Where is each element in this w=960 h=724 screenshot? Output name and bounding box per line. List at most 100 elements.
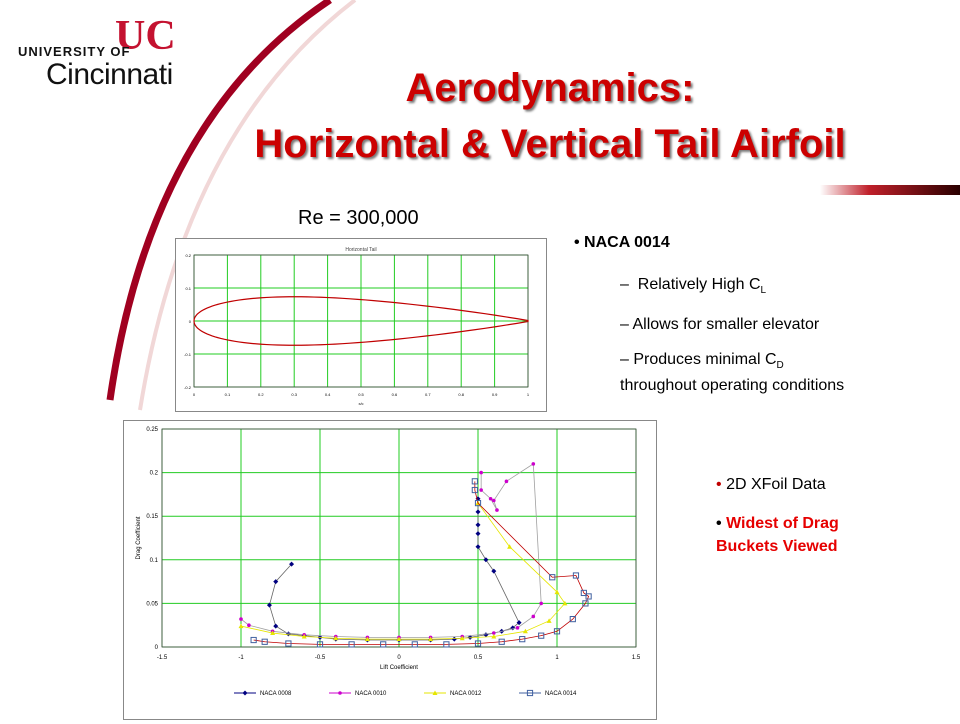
drag-x-tick-label: 1.5 [632,655,641,661]
drag-point-3 [471,486,478,494]
drag-x-tick-label: -1 [238,655,244,661]
drag-series-line-3 [253,481,590,645]
airfoil-x-tick-label: 0.4 [325,392,331,397]
drag-point-2 [301,634,307,639]
drag-point-0 [285,631,291,637]
drag-x-tick-label: 0 [397,655,401,661]
bullet-widest: • Widest of Drag Buckets Viewed [716,515,839,555]
drag-point-1 [492,498,496,503]
drag-series-line-0 [269,498,520,641]
subbullet-high-cl: – Relatively High CL [620,276,767,297]
drag-point-1 [488,496,493,501]
drag-point-3 [580,589,587,597]
drag-point-3 [250,636,257,644]
drag-point-3 [471,478,478,485]
drag-point-0 [516,620,522,626]
drag-point-3 [285,640,292,647]
drag-point-3 [474,640,482,647]
drag-point-3 [380,641,387,648]
drag-point-2 [459,635,465,641]
drag-legend-marker [338,691,342,695]
drag-point-0 [273,623,279,629]
airfoil-x-tick-label: 0.3 [291,392,297,397]
drag-y-tick-label: 0.15 [146,514,158,520]
drag-x-tick-label: 0.5 [474,655,483,661]
drag-point-3 [474,500,482,507]
logo-university-of: UNIVERSITY OF [18,44,131,59]
light-arc [138,0,357,411]
drag-plot-frame [161,428,637,648]
subscript-l: L [760,285,767,297]
airfoil-y-tick-label: -0.2 [184,385,192,390]
drag-point-3 [572,572,580,579]
drag-point-1 [239,617,243,621]
subbullet-elevator: – Allows for smaller elevator [620,316,820,333]
drag-point-1 [515,626,520,630]
drag-point-3 [538,632,545,639]
drag-point-1 [531,614,536,619]
drag-point-1 [539,601,543,606]
logo-cincinnati: Cincinnati [46,58,173,91]
drag-y-tick-label: 0.25 [146,427,158,433]
airfoil-x-tick-label: 0.9 [492,392,498,397]
drag-point-1 [479,488,483,492]
airfoil-x-axis-label: x/c [358,401,363,406]
slide-title-line2: Horizontal & Vertical Tail Airfoil [254,122,846,166]
drag-x-tick-label: -0.5 [315,655,326,661]
drag-y-tick-label: 0.1 [150,558,159,564]
uc-logo-mark: UC [115,13,176,59]
drag-point-0 [491,568,497,574]
drag-point-2 [507,544,513,549]
drag-point-2 [238,623,244,629]
drag-point-1 [247,623,251,627]
subbullet-high-cl-text: Relatively High C [637,276,761,293]
drag-x-tick-label: 1 [555,655,559,661]
drag-x-axis-label: Lift Coefficient [380,665,418,671]
header-bar [820,185,960,195]
airfoil-x-tick-label: 0.2 [258,392,264,397]
drag-point-3 [498,638,505,645]
drag-point-3 [553,628,561,635]
drag-point-0 [266,602,272,608]
drag-y-tick-label: 0 [155,645,159,651]
airfoil-y-tick-label: 0.1 [185,286,191,291]
drag-polar-chart-svg: -1.5 -1 -0.5 0 0.5 1 1.5 0 0.05 0.1 0.15 0.2 0.25 Lif… [136,427,641,697]
subbullet-minimal-cd-text: Produces minimal C [633,351,777,368]
drag-legend-label: NACA 0008 [260,691,292,697]
drag-legend-label: NACA 0012 [450,691,482,697]
drag-point-3 [316,641,324,648]
drag-point-3 [261,638,268,645]
drag-legend-marker [432,690,438,695]
airfoil-y-tick-label: 0 [189,319,192,324]
drag-point-0 [475,544,481,550]
drag-point-0 [475,531,481,537]
airfoil-y-tick-label: 0.2 [185,253,191,258]
airfoil-y-tick-label: -0.1 [184,352,192,357]
drag-y-tick-label: 0.05 [146,601,158,607]
drag-point-3 [443,641,450,648]
drag-series-line-1 [240,463,542,638]
airfoil-x-tick-label: 0.7 [425,392,431,397]
red-arc [106,0,332,401]
subbullet-elevator-text: Allows for smaller elevator [632,316,820,333]
drag-point-3 [585,593,592,600]
drag-point-2 [270,630,276,636]
drag-point-3 [569,615,576,623]
drag-point-3 [519,636,526,643]
drag-point-0 [451,636,457,642]
drag-point-2 [364,636,370,642]
drag-point-0 [475,522,481,528]
drag-point-0 [289,561,295,567]
airfoil-x-tick-label: 0.5 [358,392,364,397]
subscript-d: D [776,360,784,372]
airfoil-chart-svg: 0 0.1 0.2 0.3 0.4 0.5 0.6 0.7 0.8 0.9 1 0.2 0.1 0 -0.1… [184,247,530,406]
reynolds-label: Re = 300,000 [298,207,419,229]
drag-point-0 [475,509,481,515]
airfoil-chart-title: Horizontal Tail [345,247,376,253]
drag-y-tick-label: 0.2 [150,471,159,477]
drag-point-1 [504,479,509,484]
drag-point-0 [483,557,489,563]
drag-point-3 [582,600,589,607]
drag-point-3 [549,574,556,581]
